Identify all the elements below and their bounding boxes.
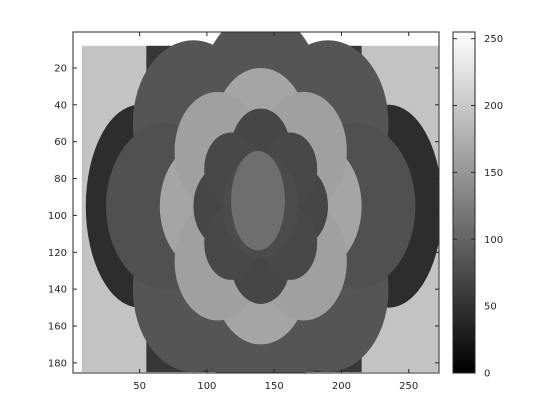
colorbar xyxy=(453,32,475,373)
axes-frame xyxy=(72,31,440,374)
heatmap-image xyxy=(73,32,439,373)
y-axis-ticks: 20 40 60 80 100 120 140 160 180 xyxy=(48,63,439,369)
colorbar-tick-label: 0 xyxy=(484,369,490,380)
region-center-ellipse xyxy=(231,150,285,251)
x-tick-label: 200 xyxy=(332,381,351,392)
x-tick-label: 150 xyxy=(265,381,284,392)
y-tick-label: 180 xyxy=(48,358,67,369)
colorbar-tick-label: 50 xyxy=(484,302,497,313)
colorbar-tick-label: 150 xyxy=(484,168,503,179)
x-tick-label: 100 xyxy=(197,381,216,392)
y-tick-label: 80 xyxy=(54,174,67,185)
y-tick-label: 40 xyxy=(54,100,67,111)
colorbar-ticks: 0 50 100 150 200 250 xyxy=(453,34,503,380)
x-tick-label: 250 xyxy=(399,381,418,392)
y-tick-label: 20 xyxy=(54,63,67,74)
x-tick-label: 50 xyxy=(133,381,146,392)
colorbar-frame xyxy=(452,31,476,374)
colorbar-tick-label: 200 xyxy=(484,101,503,112)
y-tick-label: 120 xyxy=(48,248,67,259)
colorbar-tick-label: 250 xyxy=(484,34,503,45)
y-tick-label: 160 xyxy=(48,321,67,332)
y-tick-label: 140 xyxy=(48,285,67,296)
y-tick-label: 100 xyxy=(48,211,67,222)
x-axis-ticks: 50 100 150 200 250 xyxy=(133,32,418,392)
y-tick-label: 60 xyxy=(54,137,67,148)
colorbar-tick-label: 100 xyxy=(484,235,503,246)
